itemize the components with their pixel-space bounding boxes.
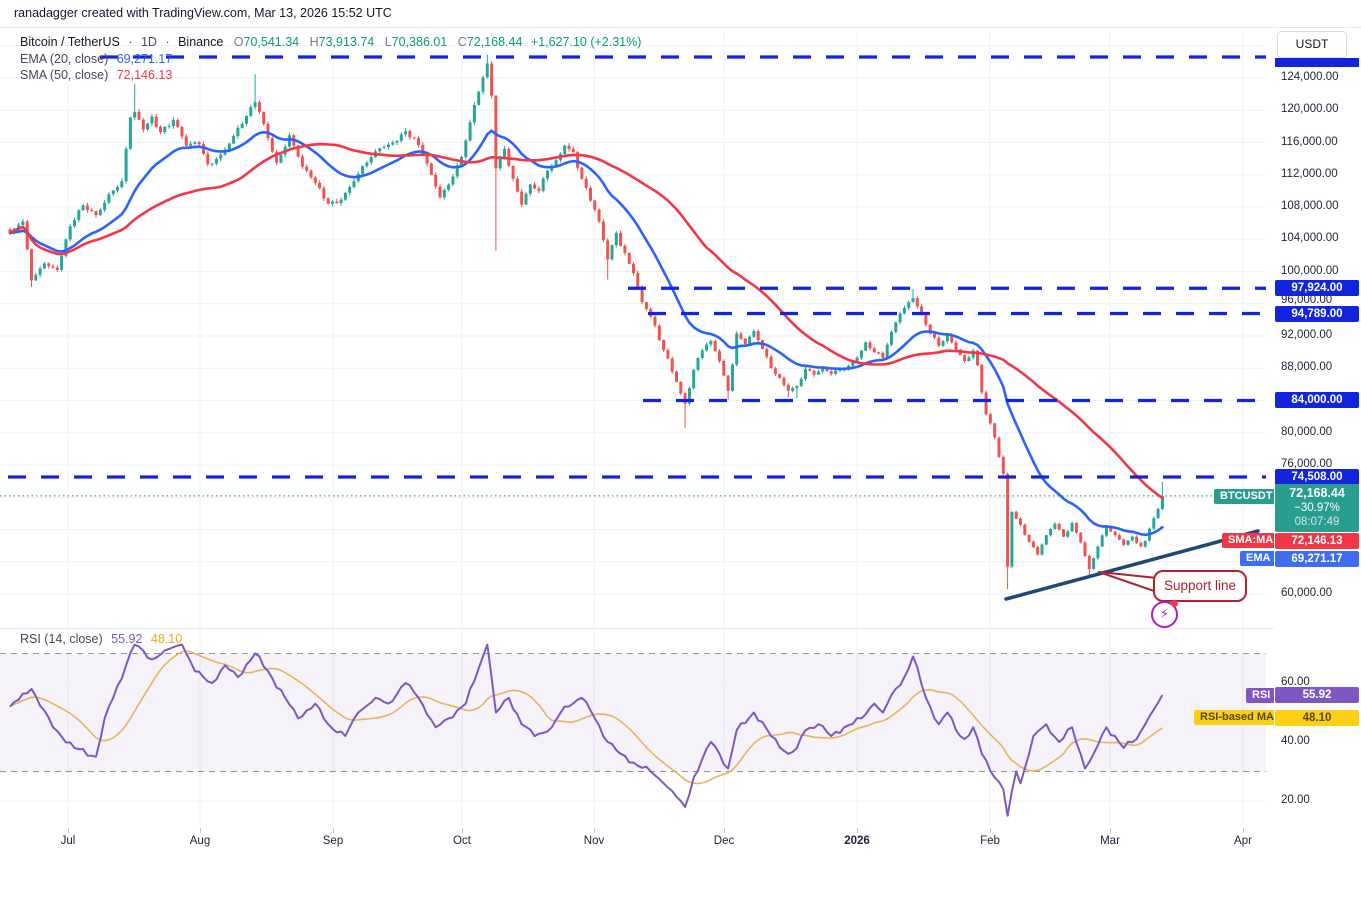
- high-value: 73,913.74: [318, 35, 375, 49]
- open-value: 70,541.34: [243, 35, 300, 49]
- time-axis-label: Mar: [1100, 835, 1120, 847]
- time-axis-tick: [857, 828, 858, 833]
- time-axis-label: 2026: [844, 835, 870, 847]
- price-scale[interactable]: USDT 124,000.00 120,000.00 116,000.00 112,0…: [1274, 28, 1361, 828]
- time-axis-tick: [594, 828, 595, 833]
- rsi-ma-value: 48.10: [150, 632, 183, 646]
- time-axis-tick: [990, 828, 991, 833]
- price-chart-canvas[interactable]: [0, 0, 1274, 628]
- ema-legend-row[interactable]: EMA (20, close) 69,271.17: [20, 52, 172, 67]
- time-axis-tick: [333, 828, 334, 833]
- rsi-tick-label: 40.00: [1281, 735, 1310, 747]
- time-axis-tick: [1110, 828, 1111, 833]
- candle-countdown: 08:07:49: [1294, 516, 1340, 528]
- price-tick-label: 96,000.00: [1281, 294, 1333, 307]
- time-axis-label: Nov: [583, 835, 605, 847]
- sma-value-tag: 72,146.13: [1275, 533, 1359, 549]
- price-tick-label: 100,000.00: [1281, 264, 1339, 277]
- panel-divider[interactable]: [0, 628, 1361, 629]
- rsi-value: 55.92: [111, 632, 143, 646]
- price-tick-label: 124,000.00: [1281, 71, 1339, 83]
- rsi-label[interactable]: RSI (14, close): [20, 632, 103, 646]
- attribution-text: ranadagger created with TradingView.com,…: [14, 6, 392, 20]
- current-price-change: −30.97%: [1294, 502, 1340, 514]
- footer: TradingView: [0, 858, 1361, 915]
- price-tick-label: 76,000.00: [1281, 458, 1333, 470]
- time-axis-label: Dec: [713, 835, 735, 847]
- rsi-value-tag: 55.92: [1275, 687, 1359, 703]
- price-tick-label: 116,000.00: [1281, 135, 1338, 148]
- level-tag-94789: 94,789.00: [1275, 306, 1359, 322]
- currency-toggle-button[interactable]: USDT: [1277, 31, 1347, 58]
- rsi-tick-label: 20.00: [1281, 794, 1310, 806]
- change-value: +1,627.10 (+2.31%): [530, 35, 642, 49]
- current-price-tag: 72,168.44 −30.97% 08:07:49: [1275, 484, 1359, 532]
- notification-dot: [1171, 600, 1178, 607]
- level-tag-74508: 74,508.00: [1275, 469, 1359, 485]
- rsi-tick-label: 60.00: [1281, 676, 1310, 688]
- time-axis-tick: [724, 828, 725, 833]
- ema-tag: EMA: [1240, 551, 1277, 566]
- current-price-value: 72,168.44: [1289, 486, 1345, 500]
- exchange-label: Binance: [178, 35, 224, 49]
- time-axis-tick: [1243, 828, 1244, 833]
- price-tick-label: 80,000.00: [1281, 425, 1333, 438]
- time-axis[interactable]: Jul Aug Sep Oct Nov Dec 2026 Feb Mar Apr: [0, 828, 1361, 858]
- ema-label[interactable]: EMA (20, close): [20, 52, 109, 66]
- rsi-based-ma-tag: RSI-based MA: [1194, 710, 1280, 725]
- lightning-bolt-glyph: ⚡: [1159, 606, 1170, 621]
- ema-value: 69,271.17: [116, 52, 173, 66]
- sma-legend-row[interactable]: SMA (50, close) 72,146.13: [20, 68, 172, 83]
- close-key: C: [457, 35, 467, 49]
- price-tick-label: 112,000.00: [1281, 167, 1338, 180]
- separator-dot: ·: [165, 35, 170, 49]
- price-tick-label: 120,000.00: [1281, 103, 1339, 116]
- time-axis-tick: [462, 828, 463, 833]
- price-tick-label: 108,000.00: [1281, 200, 1339, 212]
- level-tag-97924: 97,924.00: [1275, 280, 1359, 296]
- symbol-legend-row[interactable]: Bitcoin / TetherUS · 1D · Binance O70,54…: [20, 35, 641, 50]
- header-divider: [0, 27, 1361, 28]
- rsi-ma-value-tag: 48.10: [1275, 710, 1359, 726]
- interval-label[interactable]: 1D: [140, 35, 157, 49]
- time-axis-label: Oct: [453, 835, 471, 847]
- price-tick-label: 92,000.00: [1281, 329, 1333, 341]
- price-tick-label: 60,000.00: [1281, 587, 1333, 599]
- sma-ma-tag: SMA:MA: [1222, 533, 1280, 548]
- time-axis-tick: [200, 828, 201, 833]
- time-axis-label: Jul: [60, 835, 76, 847]
- lightning-icon[interactable]: ⚡: [1151, 600, 1178, 628]
- level-tag-84000: 84,000.00: [1275, 392, 1359, 408]
- time-axis-label: Feb: [980, 835, 1000, 847]
- time-axis-label: Aug: [189, 835, 211, 847]
- time-axis-label: Apr: [1234, 835, 1252, 847]
- low-value: 70,386.01: [391, 35, 448, 49]
- rsi-legend-row[interactable]: RSI (14, close) 55.92 48.10: [20, 632, 182, 647]
- low-key: L: [384, 35, 392, 49]
- close-value: 72,168.44: [466, 35, 523, 49]
- sma-value: 72,146.13: [116, 68, 173, 82]
- price-tick-label: 88,000.00: [1281, 361, 1333, 374]
- sma-label[interactable]: SMA (50, close): [20, 68, 109, 82]
- ema-value-tag: 69,271.17: [1275, 551, 1359, 567]
- rsi-chart-canvas[interactable]: [0, 630, 1274, 826]
- time-axis-tick: [68, 828, 69, 833]
- support-line-callout[interactable]: Support line: [1153, 570, 1247, 602]
- symbol-title[interactable]: Bitcoin / TetherUS: [20, 35, 120, 49]
- separator-dot: ·: [128, 35, 133, 49]
- cut-level-tag: [1275, 58, 1359, 67]
- high-key: H: [309, 35, 319, 49]
- rsi-tag: RSI: [1246, 688, 1277, 703]
- time-axis-label: Sep: [322, 835, 344, 847]
- open-key: O: [233, 35, 244, 49]
- symbol-price-tag: BTCUSDT: [1214, 489, 1279, 504]
- price-tick-label: 104,000.00: [1281, 232, 1339, 245]
